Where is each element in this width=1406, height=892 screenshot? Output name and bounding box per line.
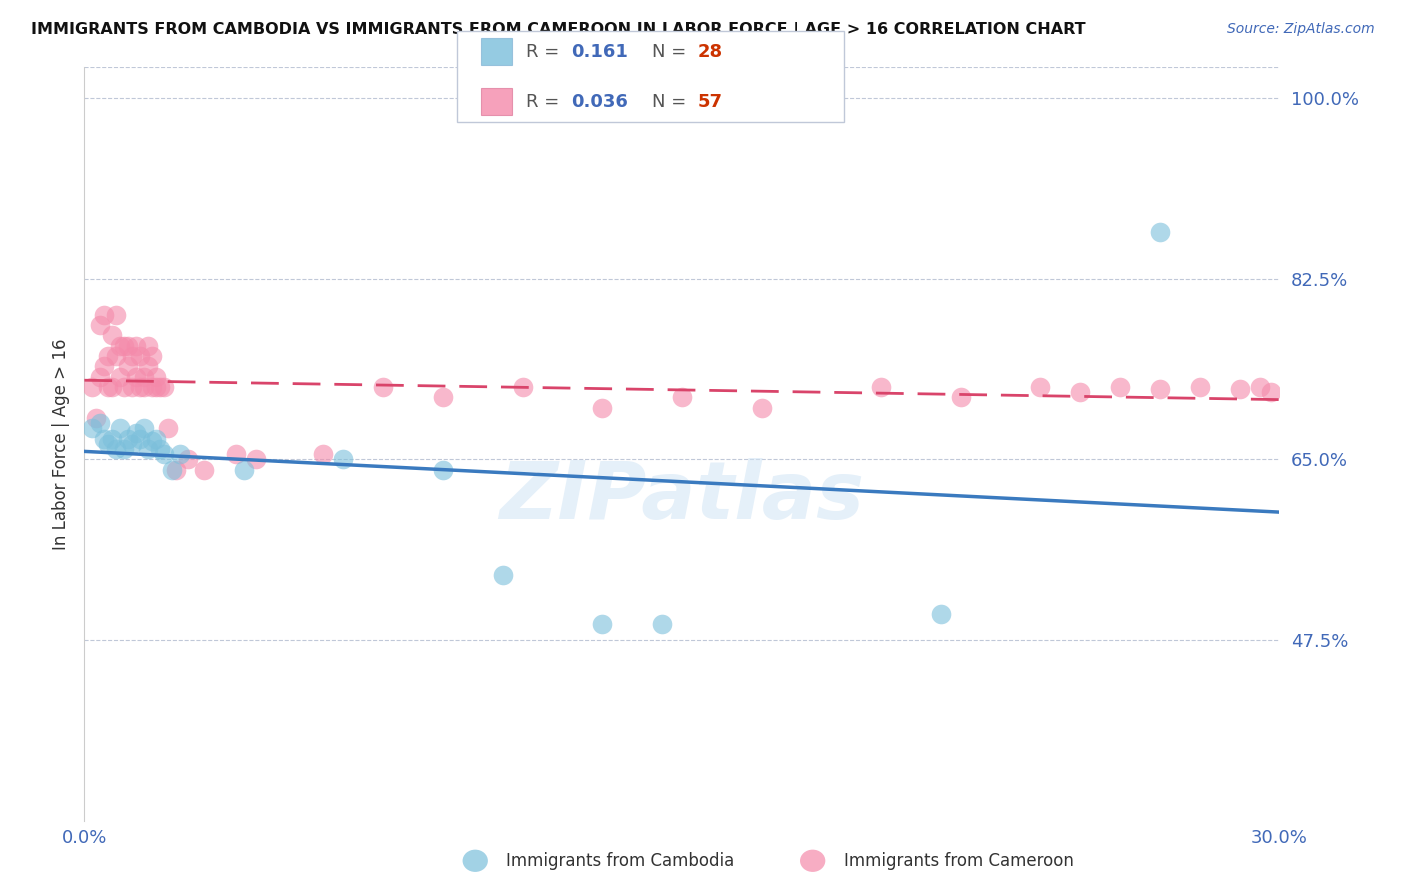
Point: [112, 380, 135, 394]
Point: [117, 339, 139, 353]
Point: [245, 452, 267, 467]
Point: [86, 411, 108, 425]
Point: [101, 328, 124, 343]
Point: [121, 349, 143, 363]
Point: [870, 380, 893, 394]
Point: [177, 452, 200, 467]
Point: [97, 380, 120, 394]
Text: 57: 57: [697, 93, 723, 111]
Point: [129, 380, 152, 394]
Point: [93, 432, 115, 446]
Text: R =: R =: [526, 93, 565, 111]
Point: [145, 432, 167, 446]
Point: [651, 617, 673, 632]
Point: [157, 421, 180, 435]
Point: [153, 380, 176, 394]
Point: [591, 401, 613, 415]
Point: [432, 390, 454, 404]
Point: [129, 432, 152, 446]
Text: N =: N =: [652, 93, 692, 111]
Point: [153, 447, 176, 461]
Point: [141, 380, 163, 394]
Point: [97, 349, 120, 363]
Point: [89, 318, 111, 332]
Point: [232, 462, 254, 476]
Point: [110, 339, 132, 353]
Point: [89, 416, 111, 430]
Point: [105, 349, 128, 363]
Text: R =: R =: [526, 43, 565, 61]
Point: [1249, 380, 1271, 394]
Point: [373, 380, 395, 394]
Y-axis label: In Labor Force | Age > 16: In Labor Force | Age > 16: [52, 338, 70, 549]
Text: 28: 28: [697, 43, 723, 61]
Text: Immigrants from Cameroon: Immigrants from Cameroon: [844, 852, 1073, 870]
Point: [1029, 380, 1052, 394]
Point: [110, 421, 132, 435]
Point: [1109, 380, 1132, 394]
Point: [1149, 225, 1171, 239]
Point: [136, 339, 159, 353]
Point: [125, 339, 148, 353]
Point: [165, 462, 187, 476]
Text: N =: N =: [652, 43, 692, 61]
Point: [121, 436, 143, 450]
Point: [112, 442, 135, 456]
Point: [169, 447, 191, 461]
Point: [117, 432, 139, 446]
Text: 0.161: 0.161: [571, 43, 627, 61]
Point: [121, 380, 143, 394]
Point: [149, 442, 172, 456]
Point: [101, 380, 124, 394]
Point: [312, 447, 335, 461]
Point: [929, 607, 952, 621]
Point: [949, 390, 972, 404]
Point: [82, 380, 104, 394]
Point: [1260, 385, 1282, 400]
Point: [82, 421, 104, 435]
Point: [132, 380, 156, 394]
Point: [89, 369, 111, 384]
Point: [105, 308, 128, 322]
Text: ZIPatlas: ZIPatlas: [499, 458, 865, 535]
Point: [132, 421, 156, 435]
Point: [1069, 385, 1091, 400]
Point: [141, 434, 163, 448]
Point: [141, 349, 163, 363]
Point: [145, 369, 167, 384]
Point: [193, 462, 215, 476]
Point: [125, 369, 148, 384]
Text: IMMIGRANTS FROM CAMBODIA VS IMMIGRANTS FROM CAMEROON IN LABOR FORCE | AGE > 16 C: IMMIGRANTS FROM CAMBODIA VS IMMIGRANTS F…: [31, 22, 1085, 38]
Point: [432, 462, 454, 476]
Point: [751, 401, 773, 415]
Point: [129, 349, 152, 363]
Point: [117, 359, 139, 374]
Point: [1149, 382, 1171, 396]
Text: Source: ZipAtlas.com: Source: ZipAtlas.com: [1227, 22, 1375, 37]
Point: [101, 432, 124, 446]
Point: [225, 447, 247, 461]
Point: [149, 380, 172, 394]
Point: [1188, 380, 1211, 394]
Text: 0.036: 0.036: [571, 93, 627, 111]
Point: [160, 462, 183, 476]
Point: [136, 442, 159, 456]
Point: [110, 369, 132, 384]
Point: [332, 452, 354, 467]
Point: [97, 436, 120, 450]
Point: [591, 617, 613, 632]
Point: [136, 359, 159, 374]
Point: [132, 369, 156, 384]
Point: [93, 308, 115, 322]
Point: [1229, 382, 1251, 396]
Text: Immigrants from Cambodia: Immigrants from Cambodia: [506, 852, 734, 870]
Point: [492, 568, 515, 582]
Point: [112, 339, 135, 353]
Point: [93, 359, 115, 374]
Point: [145, 380, 167, 394]
Point: [125, 426, 148, 441]
Point: [105, 442, 128, 456]
Point: [671, 390, 693, 404]
Point: [512, 380, 534, 394]
